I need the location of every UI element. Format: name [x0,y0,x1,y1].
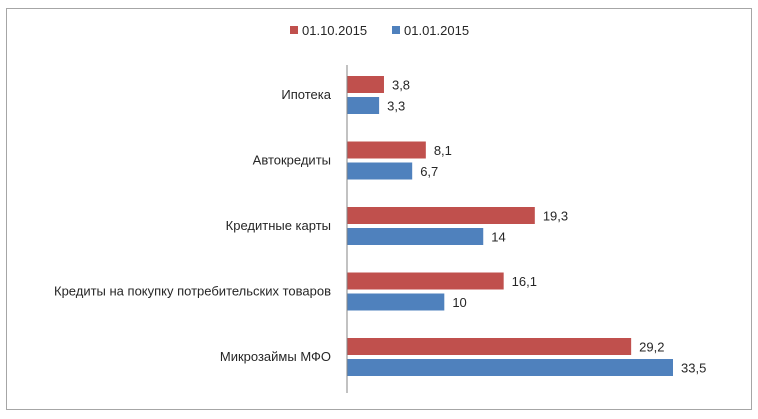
legend-label-series-1: 01.10.2015 [302,23,367,38]
legend-swatch-series-2 [392,26,400,34]
bar-series-2 [347,228,484,245]
bar-series-1 [347,338,632,355]
category-label: Кредитные карты [226,218,331,233]
category-axis-labels: Ипотека Автокредиты Кредитные карты Кредиты… [54,87,332,364]
legend: 01.10.2015 01.01.2015 [290,23,469,38]
category-label: Автокредиты [253,153,331,168]
bar-series-2 [347,97,380,114]
data-label: 16,1 [512,274,537,289]
legend-swatch-series-1 [290,26,298,34]
data-label: 14 [491,230,505,245]
bars [347,76,673,376]
category-label: Кредиты на покупку потребительских товар… [54,284,331,299]
data-label: 29,2 [639,340,664,355]
bar-series-1 [347,207,535,224]
data-label: 33,5 [681,361,706,376]
data-label: 3,8 [392,78,410,93]
data-label: 6,7 [420,164,438,179]
category-label: Микрозаймы МФО [220,349,331,364]
bar-series-2 [347,293,445,311]
bar-series-2 [347,359,673,376]
category-label: Ипотека [281,87,331,102]
bar-series-1 [347,76,384,93]
bar-series-2 [347,162,413,180]
data-label: 8,1 [434,143,452,158]
data-label: 3,3 [387,99,405,114]
bar-series-1 [347,272,504,290]
data-label: 10 [452,295,466,310]
bar-series-1 [347,141,426,159]
legend-label-series-2: 01.01.2015 [404,23,469,38]
data-label: 19,3 [543,209,568,224]
value-labels: 3,8 3,3 8,1 6,7 19,3 14 16,1 10 29,2 33,5 [387,78,706,376]
